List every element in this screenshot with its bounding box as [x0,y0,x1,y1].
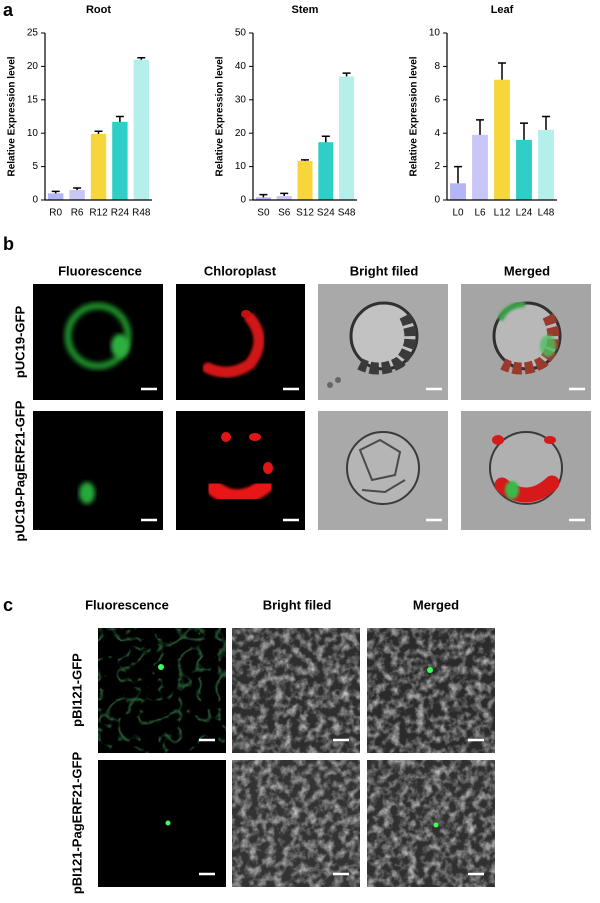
bar [450,183,466,200]
chart-title: Stem [292,4,319,16]
bar [318,142,334,200]
bar [255,197,271,200]
micrograph [98,628,226,753]
micrograph [461,411,591,530]
chart-title: Root [86,4,111,16]
y-tick-label: 25 [27,28,39,39]
row-label: pUC19-GFP [12,306,27,379]
column-header: Bright filed [263,597,332,612]
column-header: Bright filed [350,263,419,278]
error-bar [454,165,462,184]
panel-letter: a [3,0,14,20]
panel-letter: c [3,595,13,615]
error-bar [73,187,82,190]
error-bar [259,193,268,198]
y-tick-label: 40 [235,61,247,72]
bar [494,79,510,200]
error-bar [498,62,506,80]
y-tick-label: 50 [235,28,247,39]
x-tick-label: R0 [49,208,62,219]
bar [276,195,292,200]
row-label: pBI121-PagERF21-GFP [69,752,84,895]
y-tick-label: 5 [32,161,38,172]
column-header: Chloroplast [204,263,277,278]
x-tick-label: S24 [317,208,335,219]
error-bar [115,115,124,122]
error-bar [280,192,289,196]
column-header: Merged [504,263,550,278]
micrograph [318,411,448,530]
y-tick-label: 2 [434,161,440,172]
y-axis-label: Relative Expression level [215,56,226,176]
column-header: Fluorescence [58,263,142,278]
error-bar [321,135,330,143]
x-tick-label: L24 [516,208,533,219]
error-bar [520,122,528,140]
y-tick-label: 20 [27,61,39,72]
bar [133,59,150,200]
x-tick-label: S0 [257,208,270,219]
y-tick-label: 4 [434,128,440,139]
y-axis-label: Relative Expression level [409,56,420,176]
error-bar [51,190,60,194]
panel-letter: b [3,234,14,254]
error-bar [137,56,146,60]
micrograph [33,284,163,400]
micrograph [33,411,163,530]
bar [472,134,488,200]
column-header: Fluorescence [85,597,169,612]
y-tick-label: 15 [27,94,39,105]
bar [339,76,355,200]
micrograph [232,760,360,887]
micrograph [367,628,495,753]
micrograph [176,284,305,400]
x-tick-label: R24 [111,208,130,219]
bar [516,139,532,200]
bar [297,160,313,200]
y-tick-label: 10 [235,161,247,172]
x-tick-label: R12 [89,208,108,219]
x-tick-label: L0 [452,208,464,219]
bar [69,189,85,200]
y-tick-label: 8 [434,61,440,72]
x-tick-label: S6 [278,208,291,219]
micrograph [176,411,305,530]
error-bar [542,115,550,130]
y-tick-label: 10 [429,28,441,39]
x-tick-label: L6 [474,208,486,219]
y-tick-label: 0 [32,195,38,206]
y-tick-label: 0 [240,195,246,206]
bar [538,129,554,200]
micrograph [98,760,226,887]
error-bar [342,72,351,77]
micrograph [461,284,591,400]
y-axis-label: Relative Expression level [7,56,18,176]
error-bar [94,130,103,134]
x-tick-label: S12 [296,208,314,219]
y-tick-label: 10 [27,128,39,139]
error-bar [476,119,484,135]
x-tick-label: L48 [538,208,555,219]
y-tick-label: 6 [434,94,440,105]
y-tick-label: 0 [434,195,440,206]
micrograph [232,628,360,753]
row-label: pUC19-PagERF21-GFP [12,400,27,541]
column-header: Merged [413,597,459,612]
x-tick-label: S48 [338,208,356,219]
bar [47,193,64,200]
x-tick-label: R48 [132,208,151,219]
chart-title: Leaf [491,4,514,16]
micrograph [318,284,448,400]
bar [112,121,128,200]
y-tick-label: 20 [235,128,247,139]
x-tick-label: L12 [494,208,511,219]
row-label: pBI121-GFP [69,653,84,727]
y-tick-label: 30 [235,94,247,105]
bar [90,133,107,200]
x-tick-label: R6 [71,208,84,219]
micrograph [367,760,495,887]
error-bar [301,159,309,161]
